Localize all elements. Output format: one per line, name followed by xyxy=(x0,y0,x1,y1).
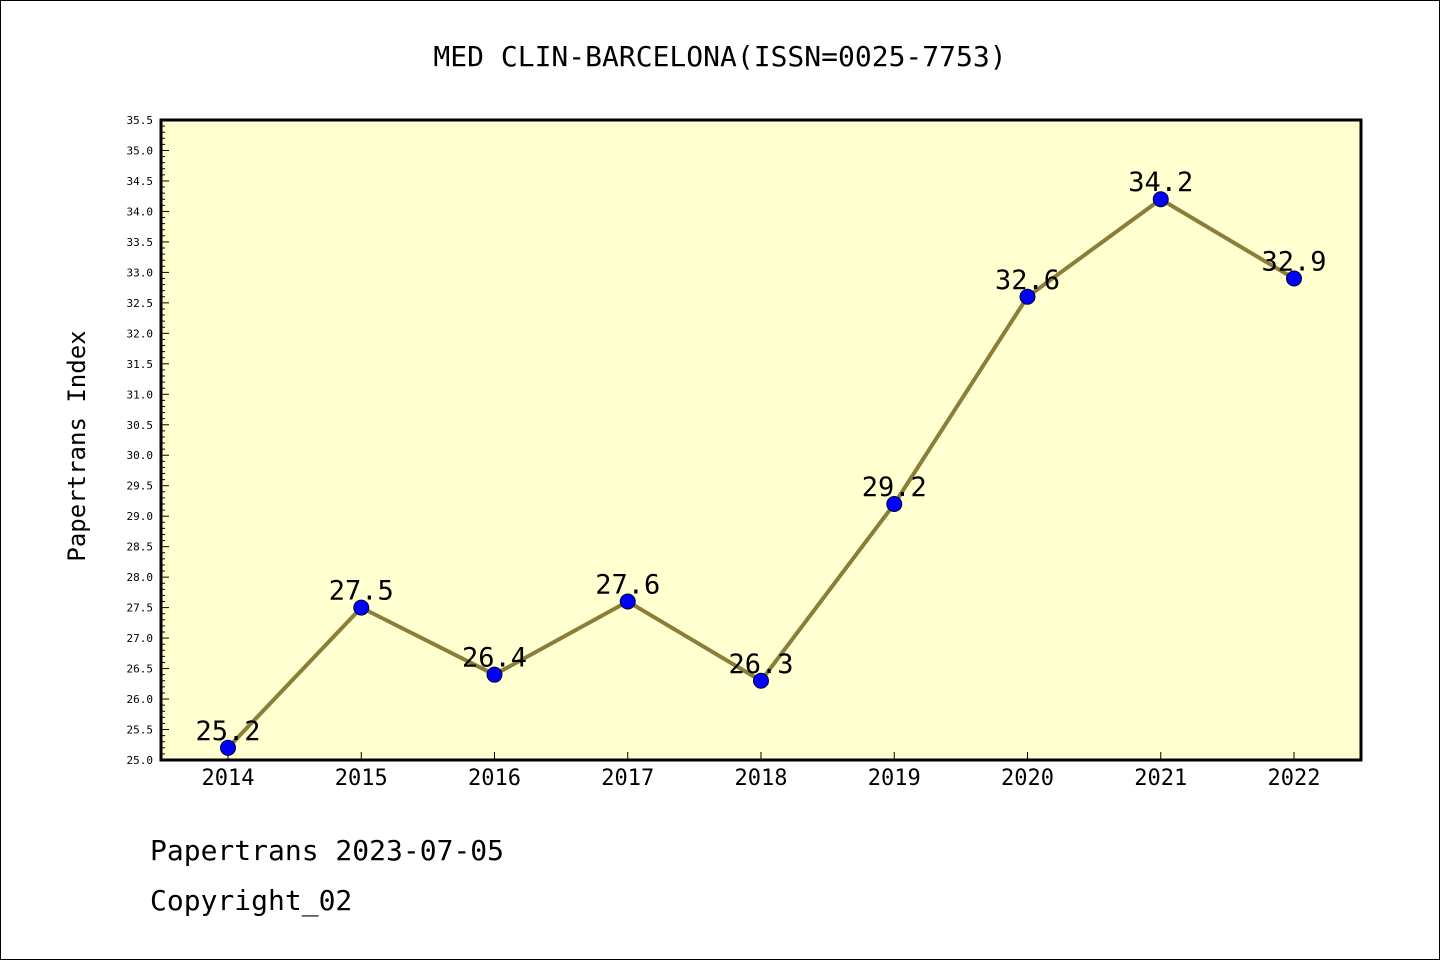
data-point-marker xyxy=(1152,191,1169,208)
x-tick-label: 2021 xyxy=(1134,766,1187,791)
data-point-marker xyxy=(353,599,370,616)
y-tick-label: 26.5 xyxy=(127,663,154,676)
y-tick-label: 35.0 xyxy=(127,144,154,157)
y-tick-label: 33.0 xyxy=(127,266,154,279)
data-point-marker xyxy=(1019,288,1036,305)
data-label: 27.5 xyxy=(329,576,394,607)
data-label: 32.6 xyxy=(995,265,1060,296)
data-label: 29.2 xyxy=(862,472,927,503)
footer-date-line: Papertrans 2023-07-05 xyxy=(150,834,505,867)
data-label: 34.2 xyxy=(1128,167,1193,198)
data-point-marker xyxy=(1286,270,1302,287)
y-tick-label: 34.5 xyxy=(127,175,154,188)
x-tick-label: 2016 xyxy=(468,766,521,791)
plot-border xyxy=(159,118,1363,762)
chart-title: MED CLIN-BARCELONA(ISSN=0025-7753) xyxy=(433,40,1006,73)
x-tick-label: 2015 xyxy=(335,766,388,791)
data-point-marker xyxy=(619,593,636,610)
data-labels-group: 25.2 27.5 26.4 27.6 26.3 29.2 32.6 34.2 32.9 xyxy=(195,167,1326,747)
data-point-marker xyxy=(486,666,503,683)
x-axis: 2014 2015 2016 2017 2018 2019 2020 2021 2022 xyxy=(202,752,1321,791)
y-tick-label: 28.5 xyxy=(127,541,154,554)
x-tick-label: 2017 xyxy=(601,766,654,791)
series-points-group xyxy=(220,191,1302,756)
y-tick-label: 25.5 xyxy=(127,724,154,737)
y-tick-label: 32.5 xyxy=(127,297,154,310)
y-tick-label: 27.0 xyxy=(127,632,154,645)
y-tick-label: 27.5 xyxy=(127,602,154,615)
y-tick-label: 32.0 xyxy=(127,327,154,340)
data-label: 32.9 xyxy=(1261,246,1326,277)
y-tick-label: 34.0 xyxy=(127,205,154,218)
data-point-marker xyxy=(753,672,769,689)
y-tick-label: 25.0 xyxy=(127,754,154,767)
data-label: 27.6 xyxy=(595,570,660,601)
data-point-marker xyxy=(220,739,236,756)
y-tick-label: 29.5 xyxy=(127,480,154,493)
x-tick-label: 2018 xyxy=(735,766,788,791)
plot-area xyxy=(161,120,1361,760)
y-tick-label: 35.5 xyxy=(127,114,154,127)
data-point-marker xyxy=(886,496,903,512)
y-tick-label: 30.0 xyxy=(127,449,154,462)
data-label: 26.4 xyxy=(462,643,527,674)
footer-copyright-line: Copyright_02 xyxy=(150,884,353,917)
y-tick-label: 31.0 xyxy=(127,388,154,401)
x-tick-label: 2022 xyxy=(1268,766,1321,791)
data-label: 25.2 xyxy=(195,716,260,747)
x-tick-label: 2019 xyxy=(868,766,921,791)
y-tick-label: 30.5 xyxy=(127,419,154,432)
y-tick-label: 31.5 xyxy=(127,358,154,371)
y-tick-label: 33.5 xyxy=(127,236,154,249)
y-axis-label: Papertrans Index xyxy=(63,330,91,561)
y-tick-label: 29.0 xyxy=(127,510,154,523)
x-tick-label: 2020 xyxy=(1001,766,1054,791)
y-tick-label: 26.0 xyxy=(127,693,154,706)
x-tick-label: 2014 xyxy=(202,766,255,791)
y-tick-label: 28.0 xyxy=(127,571,154,584)
data-label: 26.3 xyxy=(728,649,793,680)
